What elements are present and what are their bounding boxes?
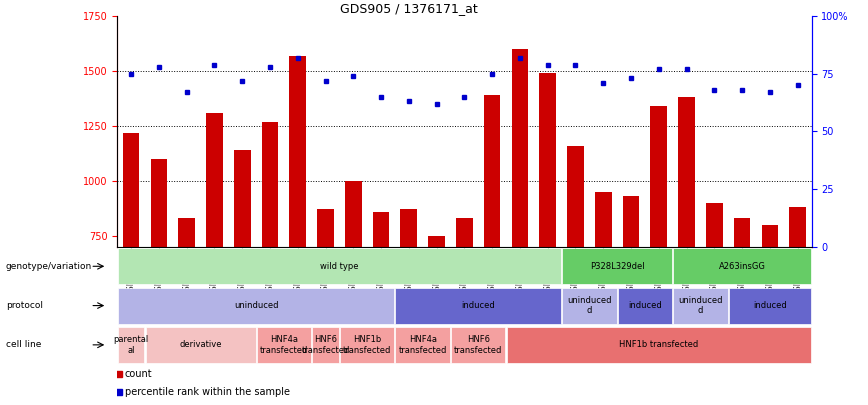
- Text: cell line: cell line: [6, 340, 41, 350]
- Bar: [562, 288, 616, 324]
- Bar: [678, 98, 695, 247]
- Bar: [618, 288, 672, 324]
- Bar: [428, 236, 445, 247]
- Title: GDS905 / 1376171_at: GDS905 / 1376171_at: [340, 2, 477, 15]
- Text: HNF4a
transfected: HNF4a transfected: [398, 335, 447, 354]
- Bar: [257, 327, 311, 363]
- Bar: [122, 132, 140, 247]
- Bar: [511, 49, 529, 247]
- Bar: [400, 209, 418, 247]
- Bar: [622, 196, 640, 247]
- Text: HNF4a
transfected: HNF4a transfected: [260, 335, 308, 354]
- Text: uninduced: uninduced: [233, 301, 279, 310]
- Bar: [674, 288, 727, 324]
- Text: percentile rank within the sample: percentile rank within the sample: [125, 387, 290, 397]
- Bar: [345, 181, 362, 247]
- Text: count: count: [125, 369, 153, 379]
- Bar: [650, 106, 667, 247]
- Bar: [118, 327, 144, 363]
- Text: HNF6
transfected: HNF6 transfected: [454, 335, 503, 354]
- Bar: [456, 218, 473, 247]
- Bar: [706, 203, 723, 247]
- Text: parental
al: parental al: [114, 335, 148, 354]
- Bar: [233, 150, 251, 247]
- Text: protocol: protocol: [6, 301, 43, 310]
- Bar: [507, 327, 811, 363]
- Bar: [178, 218, 195, 247]
- Bar: [118, 288, 394, 324]
- Bar: [729, 288, 811, 324]
- Text: A263insGG: A263insGG: [719, 262, 766, 271]
- Text: uninduced
d: uninduced d: [567, 296, 612, 315]
- Bar: [372, 211, 390, 247]
- Bar: [396, 288, 561, 324]
- Text: wild type: wild type: [320, 262, 358, 271]
- Bar: [567, 146, 584, 247]
- Bar: [396, 327, 450, 363]
- Bar: [761, 225, 779, 247]
- Bar: [562, 248, 672, 284]
- Text: uninduced
d: uninduced d: [678, 296, 723, 315]
- Bar: [451, 327, 505, 363]
- Bar: [206, 113, 223, 247]
- Bar: [733, 218, 751, 247]
- Bar: [146, 327, 255, 363]
- Text: genotype/variation: genotype/variation: [6, 262, 92, 271]
- Bar: [539, 73, 556, 247]
- Bar: [118, 248, 561, 284]
- Text: induced: induced: [462, 301, 495, 310]
- Text: HNF1b transfected: HNF1b transfected: [619, 340, 699, 350]
- Bar: [261, 122, 279, 247]
- Bar: [595, 192, 612, 247]
- Bar: [789, 207, 806, 247]
- Text: induced: induced: [753, 301, 786, 310]
- Text: HNF6
transfected: HNF6 transfected: [301, 335, 350, 354]
- Bar: [312, 327, 339, 363]
- Text: induced: induced: [628, 301, 661, 310]
- Text: HNF1b
transfected: HNF1b transfected: [343, 335, 391, 354]
- Bar: [340, 327, 394, 363]
- Text: derivative: derivative: [180, 340, 221, 350]
- Text: P328L329del: P328L329del: [590, 262, 644, 271]
- Bar: [317, 209, 334, 247]
- Bar: [289, 56, 306, 247]
- Bar: [674, 248, 811, 284]
- Bar: [483, 95, 501, 247]
- Bar: [150, 159, 168, 247]
